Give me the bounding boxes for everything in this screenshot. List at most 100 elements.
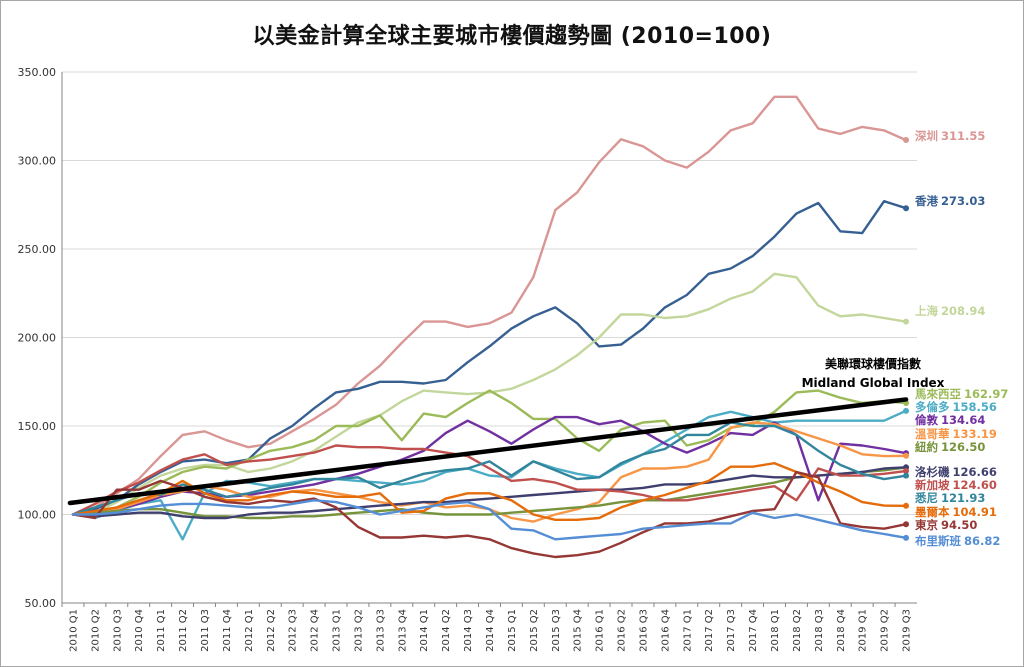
- series-label-11: 墨爾本 104.91: [915, 505, 997, 519]
- x-tick-label: 2017 Q3: [726, 609, 737, 652]
- y-tick-label: 150.00: [18, 420, 57, 433]
- series-name: 上海: [915, 304, 938, 318]
- series-end-value: 158.56: [953, 400, 997, 414]
- series-name: 新加坡: [915, 478, 950, 492]
- x-tick-label: 2013 Q1: [332, 609, 343, 652]
- series-name: 溫哥華: [915, 427, 950, 441]
- series-label-1: 香港 273.03: [914, 194, 985, 208]
- series-label-2: 上海 208.94: [915, 304, 985, 318]
- series-name: 紐約: [915, 440, 938, 454]
- series-label-3: 馬來西亞 162.97: [915, 387, 1008, 401]
- y-tick-label: 250.00: [18, 243, 57, 256]
- series-end-value: 86.82: [964, 534, 1000, 548]
- y-tick-label: 50.00: [25, 597, 57, 610]
- x-tick-label: 2010 Q1: [68, 609, 79, 652]
- x-tick-label: 2018 Q3: [814, 609, 825, 652]
- series-end-marker: [903, 467, 910, 474]
- series-name: 倫敦: [915, 413, 938, 427]
- x-tick-label: 2012 Q4: [310, 609, 321, 652]
- x-tick-label: 2014 Q2: [441, 609, 452, 652]
- x-tick-label: 2015 Q2: [529, 609, 540, 652]
- y-tick-label: 200.00: [18, 332, 57, 345]
- x-tick-label: 2011 Q4: [222, 609, 233, 652]
- series-label-12: 東京 94.50: [915, 518, 977, 532]
- series-line-12: [71, 470, 908, 559]
- series-label-6: 溫哥華 133.19: [915, 427, 997, 441]
- series-end-marker: [903, 318, 910, 325]
- x-tick-label: 2018 Q4: [836, 609, 847, 652]
- y-tick-label: 350.00: [18, 66, 57, 79]
- x-tick-label: 2013 Q2: [353, 609, 364, 652]
- series-line-11: [71, 462, 908, 521]
- trendline-label-en: Midland Global Index: [802, 376, 945, 390]
- series-name: 東京: [915, 518, 938, 532]
- x-tick-label: 2014 Q4: [485, 609, 496, 652]
- x-tick-label: 2015 Q3: [551, 609, 562, 652]
- series-end-value: 162.97: [964, 387, 1008, 401]
- series-end-value: 208.94: [941, 304, 985, 318]
- series-name: 洛杉磯: [915, 465, 950, 479]
- x-tick-label: 2012 Q3: [288, 609, 299, 652]
- series-end-marker: [903, 205, 910, 212]
- series-line-4: [71, 409, 908, 541]
- series-end-value: 126.66: [953, 465, 997, 479]
- x-tick-label: 2016 Q3: [638, 609, 649, 652]
- series-end-marker: [903, 137, 910, 144]
- x-tick-label: 2018 Q1: [770, 609, 781, 652]
- series-end-marker: [903, 407, 910, 414]
- series-line-2: [71, 272, 908, 516]
- x-tick-label: 2014 Q1: [419, 609, 430, 652]
- series-end-marker: [903, 502, 910, 509]
- x-tick-label: 2015 Q4: [573, 609, 584, 652]
- series-label-13: 布里斯班 86.82: [914, 534, 1000, 548]
- series-line-8: [71, 466, 908, 520]
- x-tick-label: 2011 Q3: [200, 609, 211, 652]
- series-end-value: 134.64: [941, 413, 985, 427]
- x-axis: 2010 Q1 2010 Q2 2010 Q3 2010 Q4 2011 Q1 2011 …: [61, 602, 917, 652]
- series-end-marker: [903, 534, 910, 541]
- chart-title: 以美金計算全球主要城市樓價趨勢圖 (2010=100): [252, 24, 772, 49]
- x-tick-label: 2010 Q2: [90, 609, 101, 652]
- series-label-8: 洛杉磯 126.66: [915, 465, 997, 479]
- x-tick-label: 2015 Q1: [507, 609, 518, 652]
- x-tick-label: 2012 Q1: [244, 609, 255, 652]
- series-line-0: [71, 95, 908, 516]
- series-line-1: [71, 199, 908, 516]
- x-tick-label: 2016 Q4: [660, 609, 671, 652]
- series-label-5: 倫敦 134.64: [915, 413, 985, 427]
- series-label-7: 紐約 126.50: [915, 440, 985, 454]
- x-tick-label: 2018 Q2: [792, 609, 803, 652]
- series-end-value: 126.50: [941, 440, 985, 454]
- y-tick-label: 300.00: [18, 155, 57, 168]
- series-end-value: 121.93: [941, 491, 985, 505]
- series-end-value: 133.19: [953, 427, 997, 441]
- x-tick-label: 2019 Q2: [880, 609, 891, 652]
- series-name: 悉尼: [914, 491, 938, 505]
- x-tick-label: 2013 Q4: [397, 609, 408, 652]
- x-tick-label: 2016 Q1: [595, 609, 606, 652]
- series-label-10: 悉尼 121.93: [914, 491, 985, 505]
- x-tick-label: 2010 Q4: [134, 609, 145, 652]
- series-end-value: 94.50: [941, 518, 977, 532]
- x-tick-label: 2011 Q1: [156, 609, 167, 652]
- x-tick-label: 2017 Q4: [748, 609, 759, 652]
- series-name: 墨爾本: [915, 505, 950, 519]
- trendline-line: [67, 397, 909, 506]
- x-tick-label: 2017 Q2: [704, 609, 715, 652]
- series-line-13: [71, 499, 908, 541]
- x-tick-label: 2019 Q3: [902, 609, 913, 652]
- series-end-value: 124.60: [953, 478, 997, 492]
- series-name: 馬來西亞: [915, 387, 961, 401]
- x-tick-label: 2010 Q3: [112, 609, 123, 652]
- y-tick-label: 100.00: [18, 509, 57, 522]
- x-tick-label: 2013 Q3: [375, 609, 386, 652]
- series-end-value: 311.55: [941, 129, 985, 143]
- series-line-9: [71, 444, 908, 516]
- series-label-9: 新加坡 124.60: [915, 478, 997, 492]
- series-name: 布里斯班: [914, 534, 961, 548]
- x-tick-label: 2019 Q1: [858, 609, 869, 652]
- x-tick-label: 2011 Q2: [178, 609, 189, 652]
- trendline: 美聯環球樓價指數 Midland Global Index: [67, 356, 945, 506]
- series-end-value: 104.91: [953, 505, 997, 519]
